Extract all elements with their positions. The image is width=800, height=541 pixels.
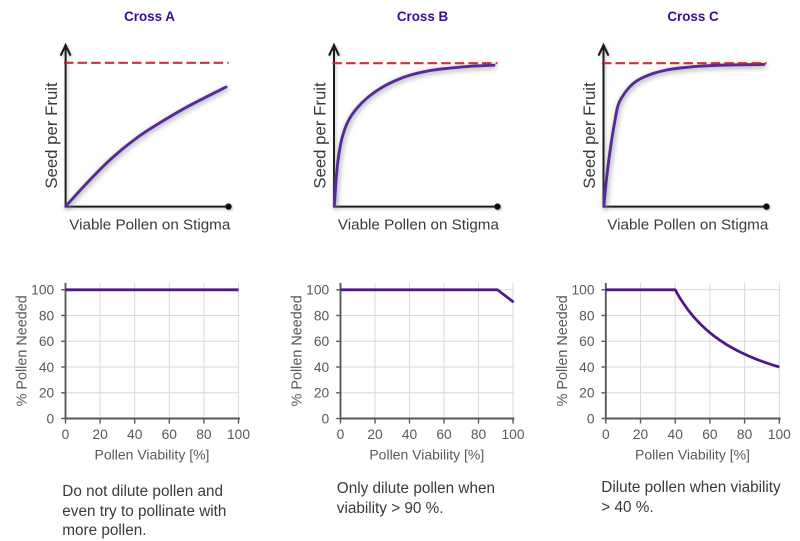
svg-text:60: 60	[579, 334, 595, 349]
svg-text:60: 60	[162, 427, 178, 442]
svg-text:80: 80	[471, 427, 487, 442]
svg-text:80: 80	[579, 308, 595, 323]
svg-text:80: 80	[196, 427, 212, 442]
svg-text:20: 20	[633, 427, 649, 442]
svg-text:80: 80	[314, 308, 330, 323]
svg-text:Viable Pollen on Stigma: Viable Pollen on Stigma	[69, 216, 231, 233]
svg-text:100: 100	[227, 427, 250, 442]
svg-text:% Pollen Needed: % Pollen Needed	[555, 295, 571, 406]
svg-text:Seed per Fruit: Seed per Fruit	[42, 82, 61, 189]
svg-text:100: 100	[768, 427, 791, 442]
svg-text:40: 40	[579, 360, 595, 375]
svg-text:60: 60	[39, 334, 55, 349]
svg-text:20: 20	[92, 427, 108, 442]
svg-text:0: 0	[62, 427, 70, 442]
svg-text:40: 40	[402, 427, 418, 442]
svg-text:80: 80	[737, 427, 753, 442]
svg-text:0: 0	[337, 427, 345, 442]
svg-text:Viable Pollen on Stigma: Viable Pollen on Stigma	[338, 216, 500, 233]
svg-text:20: 20	[579, 386, 595, 401]
svg-text:20: 20	[39, 386, 55, 401]
svg-text:40: 40	[668, 427, 684, 442]
svg-text:40: 40	[39, 360, 55, 375]
svg-text:100: 100	[31, 283, 54, 298]
svg-text:Seed per Fruit: Seed per Fruit	[580, 82, 599, 189]
svg-text:40: 40	[314, 360, 330, 375]
svg-text:0: 0	[602, 427, 610, 442]
svg-text:100: 100	[501, 427, 524, 442]
svg-text:0: 0	[587, 411, 595, 426]
svg-text:Seed per Fruit: Seed per Fruit	[311, 82, 330, 189]
svg-text:Pollen Viability [%]: Pollen Viability [%]	[95, 447, 210, 463]
svg-text:60: 60	[702, 427, 718, 442]
svg-text:60: 60	[314, 334, 330, 349]
svg-text:0: 0	[47, 411, 55, 426]
svg-text:20: 20	[367, 427, 383, 442]
svg-text:0: 0	[322, 411, 330, 426]
svg-text:100: 100	[306, 283, 329, 298]
svg-text:% Pollen Needed: % Pollen Needed	[15, 295, 31, 406]
svg-text:Viable Pollen on Stigma: Viable Pollen on Stigma	[607, 216, 769, 233]
svg-text:Pollen Viability [%]: Pollen Viability [%]	[635, 447, 750, 463]
svg-text:20: 20	[314, 386, 330, 401]
svg-text:% Pollen Needed: % Pollen Needed	[290, 295, 306, 406]
svg-text:100: 100	[571, 283, 594, 298]
svg-text:Pollen Viability [%]: Pollen Viability [%]	[369, 447, 484, 463]
svg-text:60: 60	[436, 427, 452, 442]
svg-text:80: 80	[39, 308, 55, 323]
svg-text:40: 40	[127, 427, 143, 442]
